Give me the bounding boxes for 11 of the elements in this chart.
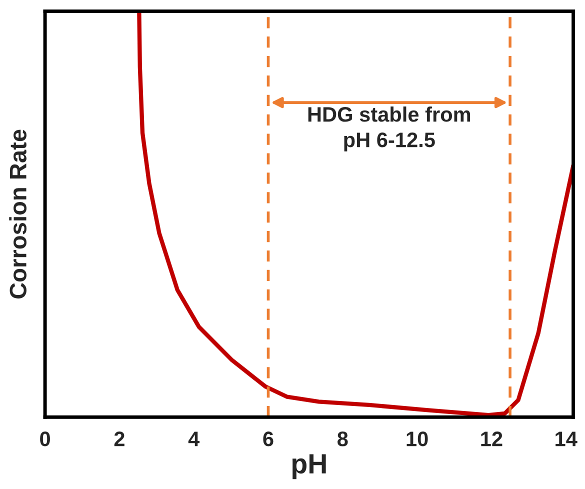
- x-tick-label: 6: [263, 432, 274, 446]
- x-tick-label: 12: [481, 432, 502, 446]
- x-tick-label: 0: [40, 432, 50, 446]
- annotation: HDG stable from pH 6-12.5: [308, 106, 470, 152]
- x-tick-label: 2: [114, 432, 124, 446]
- x-tick-label: 4: [188, 432, 200, 446]
- y-axis-title: Corrosion Rate: [9, 130, 26, 298]
- x-axis-title: pH: [292, 454, 326, 480]
- x-tick-label: 8: [338, 432, 348, 446]
- x-tick-label: 10: [406, 432, 428, 446]
- x-tick-label: 14: [556, 432, 578, 446]
